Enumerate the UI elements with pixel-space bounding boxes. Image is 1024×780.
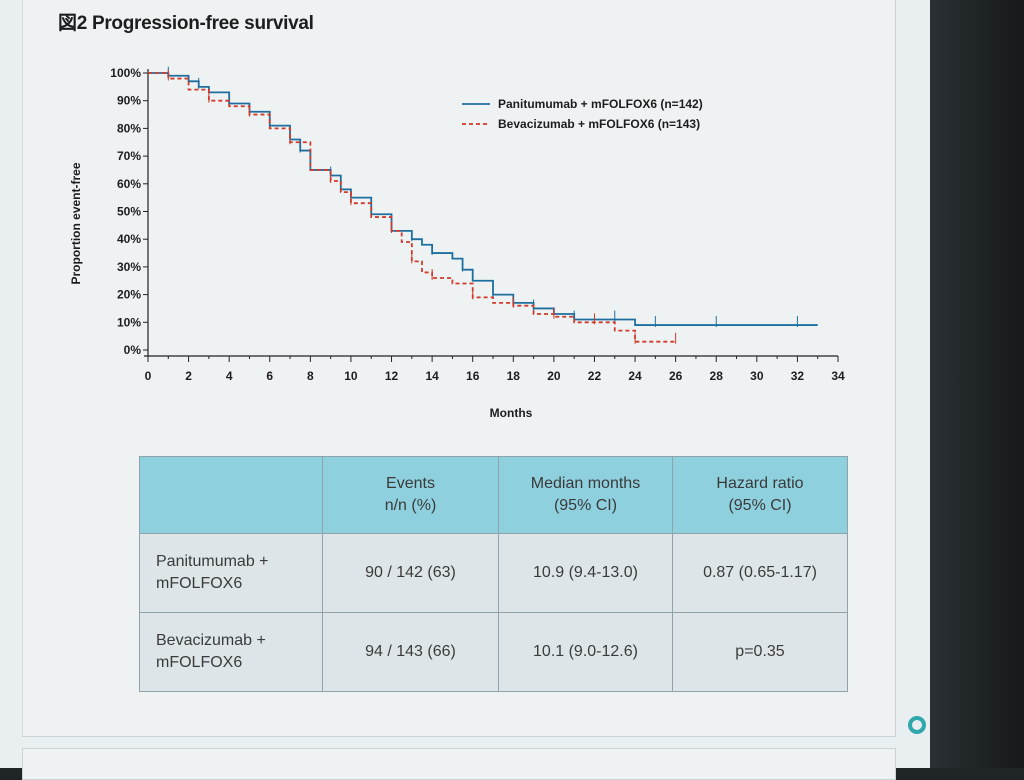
y-tick-label: 0%	[124, 343, 142, 357]
y-tick-label: 10%	[117, 315, 141, 329]
x-tick-label: 26	[669, 369, 683, 383]
x-tick-label: 14	[425, 369, 439, 383]
series-line	[148, 72, 818, 326]
text-line: Bevacizumab +	[156, 632, 266, 649]
text-line: Hazard ratio	[716, 475, 804, 492]
x-tick-label: 18	[507, 369, 521, 383]
text-line: Median months	[530, 475, 641, 492]
header-median: Median months (95% CI)	[498, 456, 673, 534]
text-line: (95% CI)	[728, 497, 792, 514]
x-tick-label: 12	[385, 369, 399, 383]
y-tick-label: 60%	[117, 177, 141, 191]
x-tick-label: 34	[831, 369, 845, 383]
x-tick-label: 30	[750, 369, 764, 383]
text-line: (95% CI)	[553, 497, 618, 514]
x-tick-label: 6	[266, 369, 273, 383]
table-row: Panitumumab + mFOLFOX6 90 / 142 (63) 10.9…	[139, 533, 848, 613]
x-tick-label: 8	[307, 369, 314, 383]
events-cell: 94 / 143 (66)	[322, 612, 499, 692]
x-tick-label: 32	[791, 369, 805, 383]
y-tick-label: 100%	[110, 66, 141, 80]
text-line: mFOLFOX6	[156, 654, 243, 671]
legend-label: Panitumumab + mFOLFOX6 (n=142)	[498, 97, 703, 111]
chart-legend: Panitumumab + mFOLFOX6 (n=142) Bevacizuma…	[462, 97, 703, 131]
y-axis-label: Proportion event-free	[69, 162, 83, 284]
row-label: Bevacizumab + mFOLFOX6	[139, 612, 323, 692]
series-line	[148, 72, 676, 343]
text-line: mFOLFOX6	[156, 575, 243, 592]
text-line: Panitumumab +	[156, 553, 269, 570]
results-table: Events n/n (%) Median months (95% CI) Haza…	[139, 456, 848, 692]
header-hazard: Hazard ratio (95% CI)	[672, 456, 848, 534]
y-tick-label: 90%	[117, 94, 141, 108]
x-tick-label: 24	[628, 369, 642, 383]
table-header-row: Events n/n (%) Median months (95% CI) Haza…	[139, 456, 848, 534]
hazard-cell: p=0.35	[672, 612, 848, 692]
figure-title: 図2 Progression-free survival	[58, 13, 314, 34]
page-background: 図2 Progression-free survival	[0, 0, 930, 780]
chart-axes: 0%10%20%30%40%50%60%70%80%90%100%0 2 4 6 8 10…	[69, 66, 845, 420]
text-line: n/n (%)	[384, 497, 437, 514]
median-cell: 10.1 (9.0-12.6)	[498, 612, 673, 692]
x-tick-label: 4	[226, 369, 233, 383]
x-tick-label: 10	[344, 369, 358, 383]
median-cell: 10.9 (9.4-13.0)	[498, 533, 673, 613]
y-tick-label: 70%	[117, 149, 141, 163]
y-tick-label: 30%	[117, 260, 141, 274]
circle-icon[interactable]	[908, 716, 926, 734]
y-tick-label: 80%	[117, 121, 141, 135]
text-line: Events	[386, 475, 435, 492]
events-cell: 90 / 142 (63)	[322, 533, 499, 613]
y-tick-label: 50%	[117, 205, 141, 219]
header-blank	[139, 456, 323, 534]
x-tick-label: 28	[710, 369, 724, 383]
x-axis-label: Months	[490, 406, 533, 420]
header-events: Events n/n (%)	[322, 456, 499, 534]
table-row: Bevacizumab + mFOLFOX6 94 / 143 (66) 10.1…	[139, 612, 848, 692]
row-label: Panitumumab + mFOLFOX6	[139, 533, 323, 613]
x-tick-label: 16	[466, 369, 480, 383]
y-tick-label: 20%	[117, 288, 141, 302]
x-tick-label: 2	[185, 369, 192, 383]
chart-series	[148, 66, 818, 344]
dark-side-strip	[930, 0, 1024, 768]
x-tick-label: 0	[145, 369, 152, 383]
x-tick-label: 20	[547, 369, 561, 383]
x-tick-label: 22	[588, 369, 602, 383]
hazard-cell: 0.87 (0.65-1.17)	[672, 533, 848, 613]
y-tick-label: 40%	[117, 232, 141, 246]
legend-label: Bevacizumab + mFOLFOX6 (n=143)	[498, 117, 700, 131]
